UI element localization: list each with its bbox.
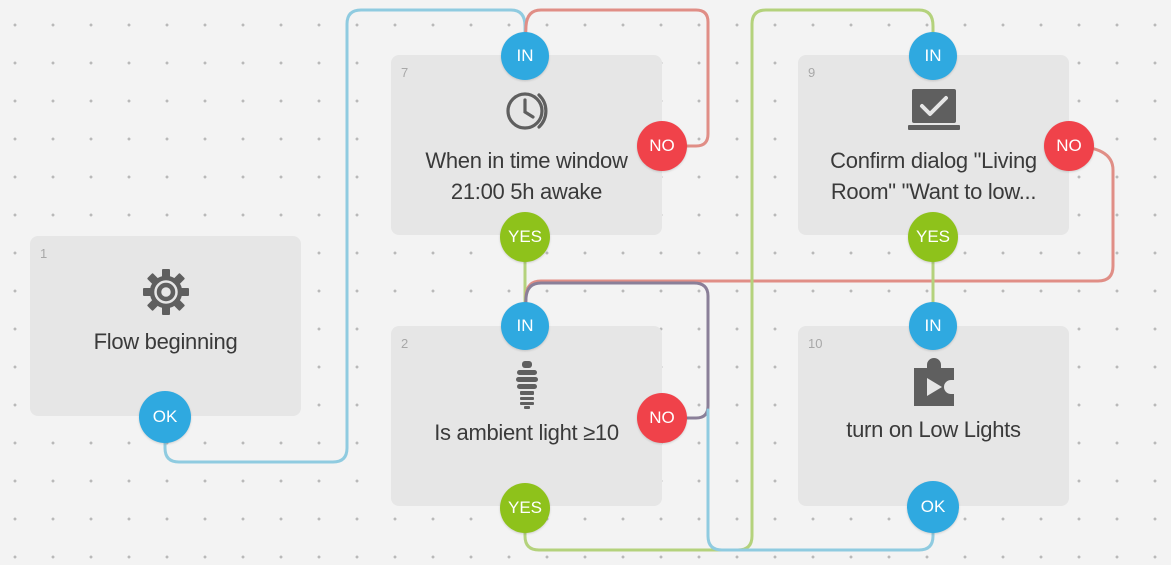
flow-block-low-lights[interactable]: 10 turn on Low Lights: [798, 326, 1069, 506]
block-number: 10: [808, 336, 823, 351]
block-label-line: Is ambient light ≥10: [434, 420, 619, 445]
ok-port-flow-beginning[interactable]: OK: [139, 391, 191, 443]
in-port-time-window[interactable]: IN: [501, 32, 549, 80]
plugin-play-icon: [910, 356, 958, 413]
block-label-line: 21:00 5h awake: [450, 179, 603, 204]
block-number: 1: [40, 246, 48, 261]
in-port-confirm-dialog[interactable]: IN: [909, 32, 957, 80]
block-number: 7: [401, 65, 409, 80]
wire-b1-ok-to-b7-in: [163, 8, 527, 464]
lightbulb-icon: [512, 360, 542, 415]
wire-b10-ok-out: [706, 408, 935, 552]
ok-port-low-lights[interactable]: OK: [907, 481, 959, 533]
block-label: When in time window 21:00 5h awake: [391, 145, 662, 207]
block-label: Is ambient light ≥10: [391, 417, 662, 448]
yes-port-ambient-light[interactable]: YES: [500, 483, 550, 533]
block-label-line: Confirm dialog "Living: [830, 148, 1037, 173]
block-label-line: turn on Low Lights: [846, 417, 1021, 442]
no-port-time-window[interactable]: NO: [637, 121, 687, 171]
gear-icon: [140, 266, 192, 323]
flow-block-time-window[interactable]: 7 When in time window 21:00 5h awake: [391, 55, 662, 235]
no-port-confirm-dialog[interactable]: NO: [1044, 121, 1094, 171]
in-port-low-lights[interactable]: IN: [909, 302, 957, 350]
block-number: 9: [808, 65, 816, 80]
clock-icon: [503, 87, 551, 140]
yes-port-confirm-dialog[interactable]: YES: [908, 212, 958, 262]
block-label-line: When in time window: [425, 148, 628, 173]
yes-port-time-window[interactable]: YES: [500, 212, 550, 262]
block-number: 2: [401, 336, 409, 351]
in-port-ambient-light[interactable]: IN: [501, 302, 549, 350]
block-label: Confirm dialog "Living Room" "Want to lo…: [798, 145, 1069, 207]
confirm-dialog-icon: [907, 87, 961, 138]
block-label: Flow beginning: [30, 326, 301, 357]
no-port-ambient-light[interactable]: NO: [637, 393, 687, 443]
flow-block-confirm-dialog[interactable]: 9 Confirm dialog "Living Room" "Want to …: [798, 55, 1069, 235]
block-label-line: Flow beginning: [93, 329, 238, 354]
wire-b2-yes-to-b9-in: [523, 8, 935, 552]
wire-b2-no-loop: [523, 281, 710, 420]
block-label-line: Room" "Want to low...: [830, 179, 1037, 204]
flow-block-flow-beginning[interactable]: 1 Flow beginning: [30, 236, 301, 416]
wire-b7-no-loop: [523, 8, 710, 148]
flow-block-ambient-light[interactable]: 2 Is ambient light ≥10: [391, 326, 662, 506]
block-label: turn on Low Lights: [798, 414, 1069, 445]
